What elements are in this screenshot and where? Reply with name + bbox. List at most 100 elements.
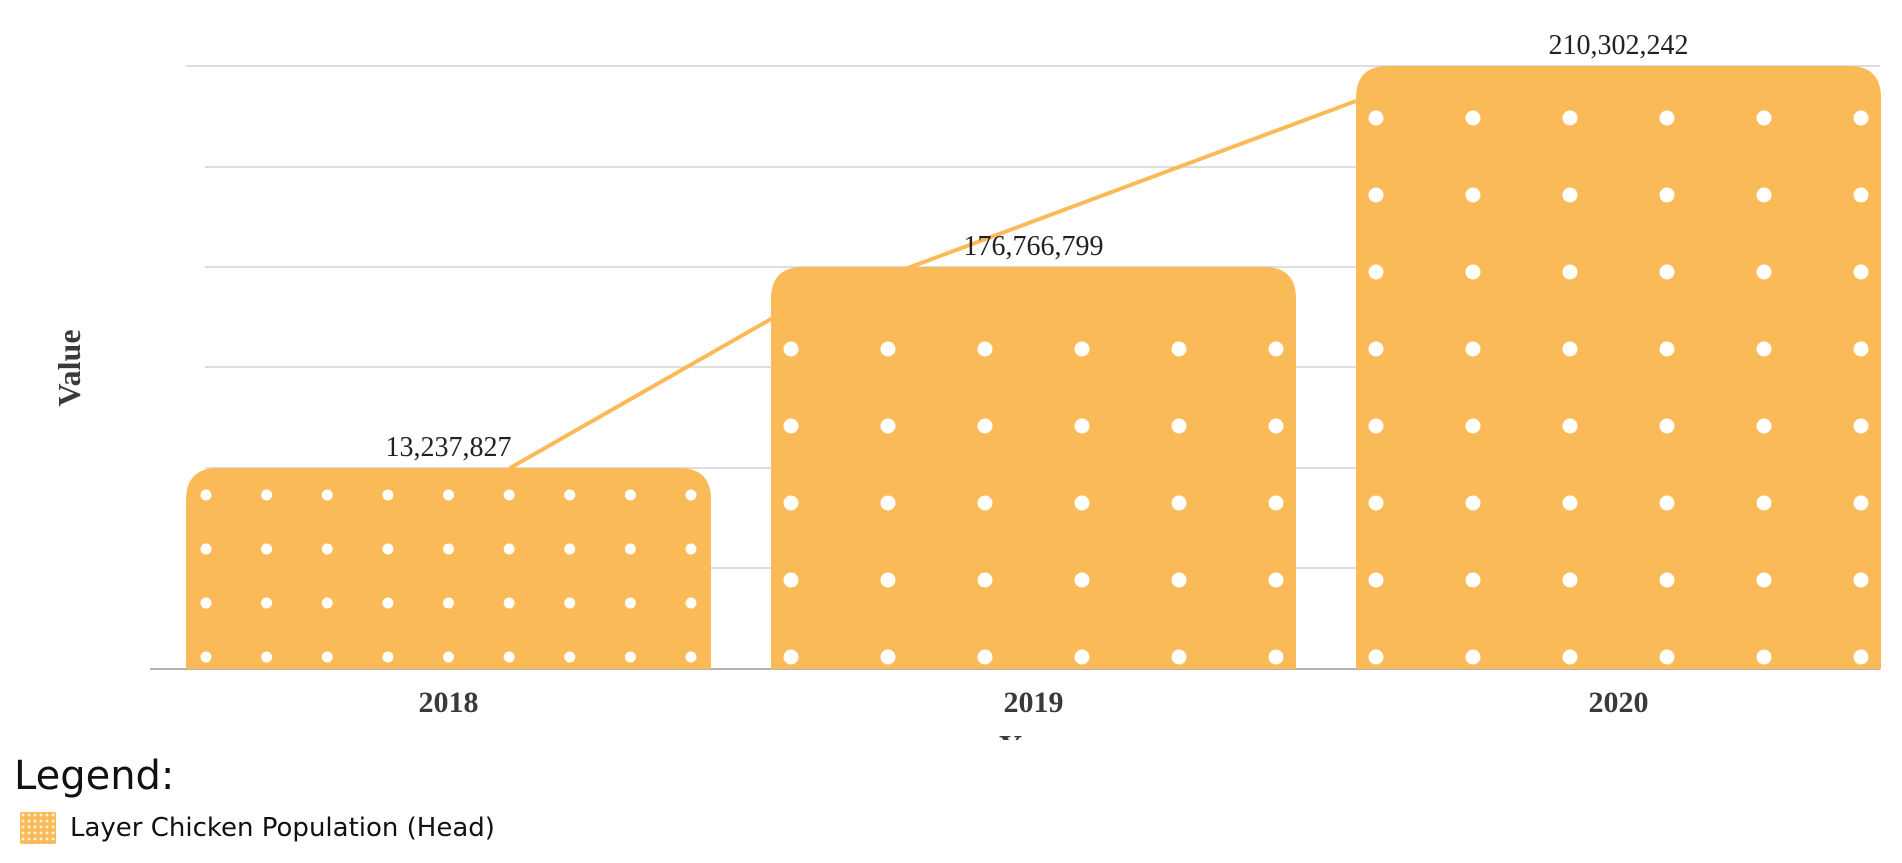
bar-dot	[321, 651, 333, 663]
bar-dot	[1074, 341, 1090, 357]
bar-dot	[880, 495, 896, 511]
bar-dot	[261, 651, 273, 663]
bar-dot	[1368, 418, 1384, 434]
bar-dot	[1659, 110, 1675, 126]
bar-dot	[1171, 649, 1187, 665]
bar-dot	[977, 572, 993, 588]
bar-2020	[1356, 66, 1881, 669]
bar-dot	[503, 597, 515, 609]
bar-shape	[1356, 66, 1881, 669]
bar-dot	[1853, 187, 1869, 203]
legend-title: Legend:	[14, 753, 175, 799]
bar-dot	[1853, 572, 1869, 588]
legend: Legend: Layer Chicken Population (Head)	[14, 752, 495, 844]
bar-dot	[1465, 495, 1481, 511]
x-axis-title: Year	[999, 728, 1063, 740]
bar-shape	[186, 468, 711, 669]
bar-dot	[503, 651, 515, 663]
bar-dot	[1465, 418, 1481, 434]
bar-dot	[880, 341, 896, 357]
bar-dot	[443, 651, 454, 663]
bar-dot	[443, 543, 454, 555]
bar-dot	[1562, 187, 1578, 203]
bar-dot	[261, 543, 273, 555]
bar-dot	[564, 543, 576, 555]
bar-dot	[1465, 187, 1481, 203]
bar-dot	[977, 418, 993, 434]
bar-dot	[1659, 341, 1675, 357]
bar-dot	[1268, 341, 1284, 357]
bar-dot	[1853, 649, 1869, 665]
bar-dot	[1562, 418, 1578, 434]
bar-dot	[200, 543, 212, 555]
bar-dot	[1756, 341, 1772, 357]
bar-shape	[771, 267, 1296, 669]
bar-dot	[880, 572, 896, 588]
legend-label: Layer Chicken Population (Head)	[70, 813, 495, 843]
bar-dot	[443, 597, 454, 609]
bar-dot	[1756, 495, 1772, 511]
bar-dot	[1756, 418, 1772, 434]
data-label-2019: 176,766,799	[964, 231, 1104, 262]
bar-dot	[783, 649, 799, 665]
bar-dot	[1368, 341, 1384, 357]
y-axis-title: Value	[51, 329, 87, 406]
bar-dot	[1465, 110, 1481, 126]
bar-dot	[624, 651, 636, 663]
bar-dot	[783, 341, 799, 357]
bar-dot	[1074, 572, 1090, 588]
bar-dot	[1268, 418, 1284, 434]
bar-dot	[382, 597, 394, 609]
data-labels: 13,237,827 176,766,799 210,302,242	[386, 30, 1689, 463]
x-tick-labels: 2018 2019 2020	[419, 686, 1649, 719]
bar-2018	[186, 468, 711, 669]
bar-dot	[1659, 187, 1675, 203]
bar-dot	[1659, 649, 1675, 665]
bar-dot	[624, 597, 636, 609]
bar-dot	[1465, 649, 1481, 665]
bars	[186, 66, 1881, 669]
bar-dot	[503, 543, 515, 555]
bar-dot	[783, 495, 799, 511]
bar-dot	[1562, 110, 1578, 126]
bar-dot	[564, 651, 576, 663]
bar-dot	[1368, 187, 1384, 203]
bar-dot	[382, 651, 394, 663]
bar-dot	[1756, 649, 1772, 665]
bar-dot	[685, 597, 697, 609]
bar-dot	[1562, 264, 1578, 280]
bar-dot	[624, 543, 636, 555]
bar-dot	[1074, 418, 1090, 434]
bar-dot	[1659, 264, 1675, 280]
bar-dot	[624, 489, 636, 501]
bar-dot	[382, 543, 394, 555]
bar-dot	[1465, 572, 1481, 588]
bar-dot	[564, 489, 576, 501]
bar-dot	[200, 489, 212, 501]
bar-dot	[321, 489, 333, 501]
bar-dot	[1659, 572, 1675, 588]
bar-dot	[1756, 110, 1772, 126]
bar-dot	[685, 543, 697, 555]
bar-dot	[977, 341, 993, 357]
bar-dot	[1074, 649, 1090, 665]
data-label-2020: 210,302,242	[1549, 30, 1689, 61]
bar-dot	[1659, 418, 1675, 434]
bar-dot	[503, 489, 515, 501]
bar-dot	[880, 418, 896, 434]
legend-swatch	[20, 812, 56, 844]
bar-dot	[1268, 649, 1284, 665]
x-tick-2018: 2018	[419, 686, 479, 719]
bar-dot	[685, 489, 697, 501]
bar-dot	[1853, 110, 1869, 126]
bar-dot	[1368, 110, 1384, 126]
bar-dot	[1756, 572, 1772, 588]
bar-dot	[1171, 495, 1187, 511]
bar-dot	[1465, 341, 1481, 357]
bar-dot	[321, 543, 333, 555]
bar-dot	[1562, 649, 1578, 665]
x-tick-2020: 2020	[1589, 686, 1649, 719]
bar-dot	[564, 597, 576, 609]
bar-dot	[1853, 341, 1869, 357]
data-label-2018: 13,237,827	[386, 432, 512, 463]
